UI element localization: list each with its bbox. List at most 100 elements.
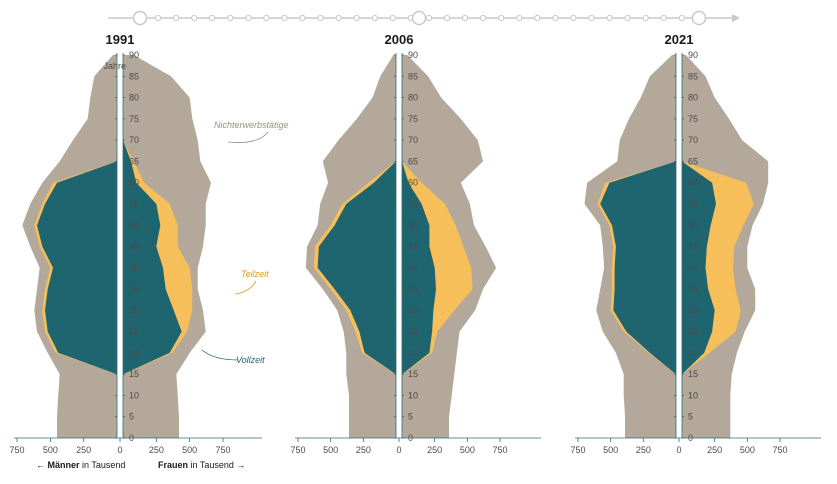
x-tick-label: 750 xyxy=(772,445,787,455)
age-tick-label: 15 xyxy=(688,369,698,379)
timeline-dot xyxy=(516,14,523,22)
age-tick-label: 50 xyxy=(408,220,418,230)
age-tick-label: 40 xyxy=(408,263,418,273)
timeline-dot xyxy=(642,14,649,22)
timeline-dot xyxy=(624,14,631,22)
age-tick-label: 90 xyxy=(408,50,418,60)
age-axis-strip xyxy=(117,53,123,440)
annotation-nichterwerbstaetige: Nichterwerbstätige xyxy=(214,120,289,130)
x-tick-label: 750 xyxy=(215,445,230,455)
timeline-dot xyxy=(498,14,505,22)
age-tick-label: 20 xyxy=(408,348,418,358)
men-label: Männer xyxy=(48,460,81,470)
x-tick-label: 500 xyxy=(43,445,58,455)
timeline-dot xyxy=(552,14,559,22)
age-tick-label: 65 xyxy=(408,156,418,166)
x-tick-label: 750 xyxy=(492,445,507,455)
left-arrow-icon: ← xyxy=(36,460,48,470)
age-tick-label: 75 xyxy=(129,114,139,124)
age-tick-label: 30 xyxy=(408,305,418,315)
pyramid-panel-2021: 0 5 10 15 20 25 30 35 40 45 50 55 60 65 70 75 80 85 90 2021… xyxy=(570,32,821,455)
men-vollzeit-area xyxy=(317,55,396,438)
women-vollzeit-area xyxy=(123,55,182,438)
panel-title: 2006 xyxy=(385,32,414,47)
age-tick-label: 20 xyxy=(129,348,139,358)
age-axis-strip xyxy=(396,53,402,440)
timeline-dot xyxy=(317,14,324,22)
pyramid-panel-1991: 0 5 10 15 20 25 30 35 40 45 50 55 60 65 70 75 80 85 90Jahr… xyxy=(9,32,288,455)
x-tick-label: 250 xyxy=(636,445,651,455)
timeline-dot xyxy=(480,14,487,22)
timeline-dot xyxy=(299,14,306,22)
age-tick-label: 10 xyxy=(129,390,139,400)
x-tick-label: 500 xyxy=(182,445,197,455)
x-tick-label: 750 xyxy=(9,445,24,455)
age-tick-label: 35 xyxy=(129,284,139,294)
age-tick-label: 10 xyxy=(408,390,418,400)
age-tick-label: 30 xyxy=(129,305,139,315)
age-tick-label: 45 xyxy=(408,242,418,252)
women-axis-caption: Frauen in Tausend → xyxy=(158,460,245,470)
age-tick-label: 25 xyxy=(688,327,698,337)
age-tick-label: 75 xyxy=(688,114,698,124)
age-tick-label: 65 xyxy=(688,156,698,166)
men-vollzeit-area xyxy=(600,55,676,438)
x-tick-label: 0 xyxy=(117,445,122,455)
timeline-dot xyxy=(371,14,378,22)
women-label: Frauen xyxy=(158,460,188,470)
age-tick-label: 35 xyxy=(688,284,698,294)
age-tick-label: 25 xyxy=(408,327,418,337)
sex-axis-legend: ← Männer in Tausend Frauen in Tausend → xyxy=(36,460,245,470)
x-tick-label: 500 xyxy=(740,445,755,455)
timeline-dot xyxy=(353,14,360,22)
age-tick-label: 80 xyxy=(688,93,698,103)
age-tick-label: 45 xyxy=(129,242,139,252)
age-tick-label: 30 xyxy=(688,305,698,315)
panel-title: 1991 xyxy=(106,32,135,47)
age-tick-label: 10 xyxy=(688,390,698,400)
age-tick-label: 65 xyxy=(129,156,139,166)
x-tick-label: 0 xyxy=(676,445,681,455)
panel-title: 2021 xyxy=(665,32,694,47)
timeline-dot xyxy=(155,14,162,22)
age-tick-label: 5 xyxy=(688,412,693,422)
timeline-year-marker xyxy=(691,10,707,26)
age-tick-label: 80 xyxy=(129,93,139,103)
age-tick-label: 40 xyxy=(688,263,698,273)
age-tick-label: 50 xyxy=(129,220,139,230)
age-tick-label: 60 xyxy=(129,178,139,188)
men-vollzeit-area xyxy=(37,55,117,438)
timeline-dot xyxy=(335,14,342,22)
x-tick-label: 500 xyxy=(460,445,475,455)
x-tick-label: 250 xyxy=(707,445,722,455)
age-tick-label: 70 xyxy=(688,135,698,145)
timeline-dot xyxy=(570,14,577,22)
age-tick-label: 20 xyxy=(688,348,698,358)
age-tick-label: 60 xyxy=(408,178,418,188)
age-tick-label: 5 xyxy=(129,412,134,422)
women-vollzeit-area xyxy=(402,55,436,438)
age-tick-label: 85 xyxy=(129,71,139,81)
timeline-dot xyxy=(281,14,288,22)
age-tick-label: 25 xyxy=(129,327,139,337)
age-tick-label: 80 xyxy=(408,93,418,103)
age-tick-label: 60 xyxy=(688,178,698,188)
x-tick-label: 250 xyxy=(427,445,442,455)
x-tick-label: 750 xyxy=(570,445,585,455)
x-tick-label: 0 xyxy=(396,445,401,455)
annotation-leader-line xyxy=(201,349,239,361)
annotation-leader-line xyxy=(234,280,257,295)
timeline-dot xyxy=(606,14,613,22)
annotation-vollzeit: Vollzeit xyxy=(236,355,265,365)
x-tick-label: 250 xyxy=(356,445,371,455)
timeline-dot xyxy=(209,14,216,22)
x-tick-label: 500 xyxy=(603,445,618,455)
age-tick-label: 70 xyxy=(129,135,139,145)
age-tick-label: 70 xyxy=(408,135,418,145)
age-tick-label: 85 xyxy=(688,71,698,81)
timeline-dot xyxy=(245,14,252,22)
x-tick-label: 250 xyxy=(149,445,164,455)
age-tick-label: 55 xyxy=(129,199,139,209)
